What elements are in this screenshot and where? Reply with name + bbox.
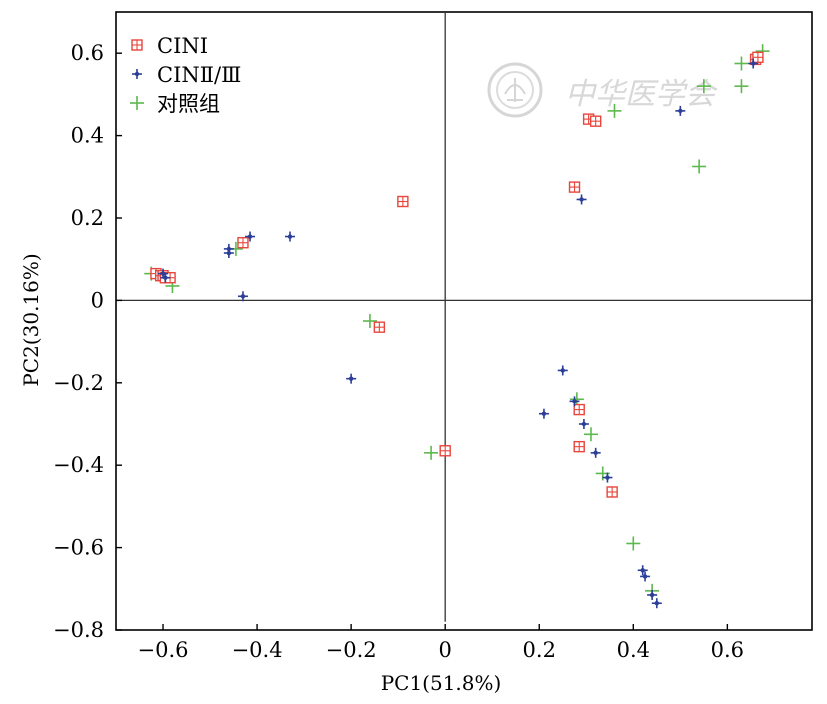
legend-item: CINⅡ/Ⅲ <box>132 63 241 87</box>
y-tick-label: 0.4 <box>71 124 104 148</box>
series-3-points <box>144 44 770 598</box>
zero-reference-lines <box>116 12 812 622</box>
y-axis-label: PC2(30.16%) <box>19 253 43 386</box>
data-point <box>237 237 249 249</box>
legend-label: CINⅡ/Ⅲ <box>157 63 241 87</box>
plot-area-frame <box>115 11 813 631</box>
data-point <box>602 472 613 483</box>
legend-item: CINⅠ <box>131 34 208 58</box>
data-point <box>223 248 234 259</box>
x-tick-label: −0.4 <box>232 638 283 662</box>
data-point <box>569 396 580 407</box>
y-tick-label: 0.2 <box>71 206 104 230</box>
data-point <box>752 51 764 64</box>
data-point <box>439 445 451 457</box>
x-tick-label: 0 <box>439 638 452 662</box>
y-tick-label: 0.6 <box>71 41 104 65</box>
data-point <box>573 440 585 453</box>
data-point <box>397 195 409 208</box>
legend-label: 对照组 <box>157 92 220 116</box>
x-tick-label: 0.4 <box>617 638 650 662</box>
legend-label: CINⅠ <box>157 34 208 58</box>
data-point <box>626 536 641 551</box>
legend: CINⅠ CINⅡ/Ⅲ 对照组 <box>130 34 241 116</box>
data-point <box>160 272 171 283</box>
x-tick-label: 0.6 <box>711 638 744 662</box>
data-point <box>606 486 618 498</box>
data-point <box>362 314 377 328</box>
data-point <box>538 408 549 419</box>
data-point <box>373 321 386 333</box>
legend-marker <box>132 69 142 79</box>
data-point <box>734 56 749 71</box>
data-point <box>285 231 295 242</box>
x-axis-ticks: −0.6 −0.4 −0.2 0 0.2 0.4 0.6 <box>138 624 744 662</box>
watermark-text: 中华医学会 <box>565 77 718 112</box>
data-point <box>583 427 598 442</box>
data-point <box>424 445 439 460</box>
data-point <box>651 598 662 609</box>
data-point <box>590 447 601 458</box>
data-point <box>640 571 651 582</box>
scatter-points <box>144 44 770 609</box>
data-point <box>578 419 589 429</box>
x-axis-label: PC1(51.8%) <box>381 671 502 695</box>
data-point <box>573 403 585 416</box>
watermark: 中华医学会 <box>487 62 718 118</box>
data-point <box>692 159 707 174</box>
y-tick-label: −0.4 <box>53 453 104 477</box>
y-tick-label: 0 <box>91 288 104 312</box>
legend-marker <box>131 39 143 51</box>
data-point <box>237 291 248 302</box>
x-tick-label: 0.2 <box>523 638 556 662</box>
y-tick-label: −0.8 <box>53 618 104 642</box>
data-point <box>245 231 256 242</box>
data-point <box>675 105 686 116</box>
data-point <box>647 589 658 600</box>
y-tick-label: −0.6 <box>53 536 104 560</box>
series-2-points <box>158 58 759 609</box>
series-1-points <box>150 51 764 498</box>
data-point <box>734 79 749 94</box>
legend-item: 对照组 <box>130 92 220 116</box>
data-point <box>748 58 759 69</box>
y-axis-ticks: 0.6 0.4 0.2 0 −0.2 −0.4 −0.6 −0.8 <box>53 41 122 642</box>
watermark-seal-icon <box>487 62 543 118</box>
data-point <box>557 365 568 376</box>
data-point <box>568 181 581 193</box>
y-tick-label: −0.2 <box>53 371 104 395</box>
data-point <box>346 373 357 384</box>
data-point <box>589 115 602 127</box>
legend-marker <box>130 96 144 110</box>
data-point <box>696 79 711 94</box>
x-tick-label: −0.2 <box>326 638 377 662</box>
data-point <box>607 103 622 118</box>
x-tick-label: −0.6 <box>138 638 189 662</box>
data-point <box>576 194 587 205</box>
data-point <box>637 565 648 576</box>
